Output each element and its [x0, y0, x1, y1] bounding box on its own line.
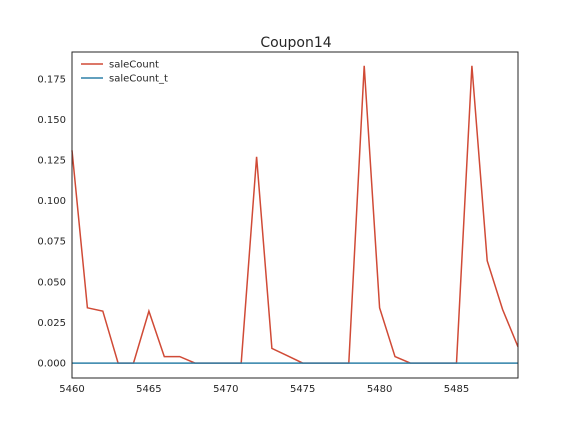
x-tick-label: 5480 — [367, 384, 392, 395]
y-tick-label: 0.050 — [37, 277, 66, 288]
chart-title: Coupon14 — [260, 35, 331, 51]
series-line-1 — [71, 65, 519, 364]
x-tick-label: 5470 — [213, 384, 238, 395]
y-tick-label: 0.125 — [37, 156, 66, 167]
legend-label-1: saleCount — [109, 60, 159, 71]
legend-label-2: saleCount_t — [109, 74, 168, 85]
y-tick-label: 0.100 — [37, 196, 66, 207]
y-tick-label: 0.000 — [37, 359, 66, 370]
plot-lines — [71, 65, 519, 364]
legend: saleCount saleCount_t — [81, 60, 168, 85]
plot-frame — [71, 51, 519, 379]
y-tick-label: 0.025 — [37, 318, 66, 329]
y-tick-label: 0.150 — [37, 115, 66, 126]
x-tick-label: 5460 — [59, 384, 84, 395]
x-tick-label: 5485 — [444, 384, 469, 395]
axis-ticks: 5460 5465 5470 5475 5480 5485 0.000 0.025 0.050 0… — [37, 74, 469, 395]
x-tick-label: 5475 — [290, 384, 315, 395]
y-tick-label: 0.175 — [37, 74, 66, 85]
y-tick-label: 0.075 — [37, 237, 66, 248]
x-tick-label: 5465 — [136, 384, 161, 395]
